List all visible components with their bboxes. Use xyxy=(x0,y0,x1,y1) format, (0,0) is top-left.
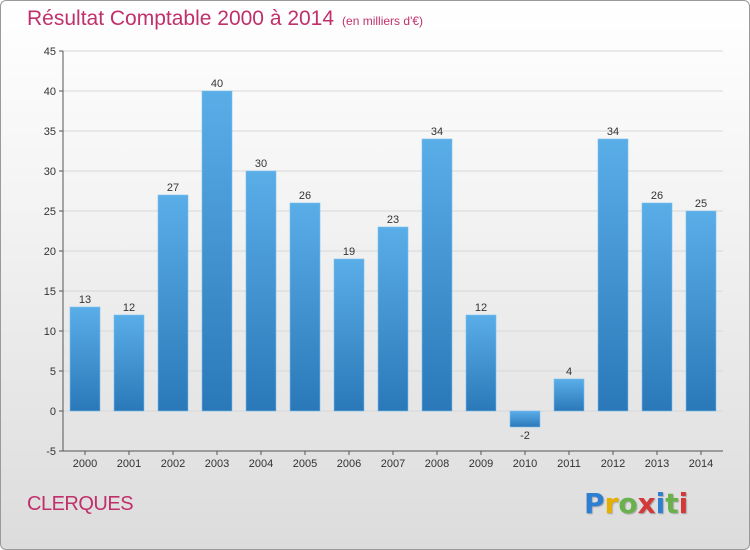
data-label: 40 xyxy=(211,78,223,90)
data-label: 23 xyxy=(387,214,399,226)
logo-letter: r xyxy=(604,487,619,520)
y-tick-label: 20 xyxy=(44,246,56,258)
data-label: 13 xyxy=(79,294,91,306)
bar[interactable] xyxy=(421,138,453,412)
logo-letter: t xyxy=(665,487,679,520)
bar[interactable] xyxy=(377,226,409,412)
commune-name: CLERQUES xyxy=(27,493,134,515)
bar[interactable] xyxy=(69,306,101,412)
logo-letter: i xyxy=(678,487,689,520)
y-tick-label: 0 xyxy=(50,406,56,418)
x-tick-label: 2001 xyxy=(117,458,141,470)
data-label: 12 xyxy=(475,302,487,314)
chart-title: Résultat Comptable 2000 à 2014 (en millie… xyxy=(27,7,423,31)
x-tick-label: 2007 xyxy=(381,458,405,470)
bar[interactable] xyxy=(113,314,145,412)
y-tick-label: 35 xyxy=(44,126,56,138)
bar[interactable] xyxy=(509,410,541,428)
x-tick-label: 2011 xyxy=(557,458,581,470)
x-tick-label: 2010 xyxy=(513,458,537,470)
y-tick-label: 5 xyxy=(50,366,56,378)
y-tick-label: -5 xyxy=(46,446,56,458)
bar[interactable] xyxy=(157,194,189,412)
data-label: 34 xyxy=(607,126,619,138)
y-tick-label: 15 xyxy=(44,286,56,298)
bar[interactable] xyxy=(685,210,717,412)
logo-letter: o xyxy=(618,487,638,520)
chart-unit-note: (en milliers d'€) xyxy=(342,14,424,28)
x-tick-label: 2008 xyxy=(425,458,449,470)
data-label: 34 xyxy=(431,126,443,138)
x-tick-label: 2000 xyxy=(73,458,97,470)
x-tick-label: 2003 xyxy=(205,458,229,470)
bar[interactable] xyxy=(597,138,629,412)
x-tick-label: 2006 xyxy=(337,458,361,470)
chart-title-text: Résultat Comptable 2000 à 2014 xyxy=(27,7,335,30)
bar[interactable] xyxy=(333,258,365,412)
proxiti-logo[interactable]: Proxiti xyxy=(584,487,688,520)
x-tick-label: 2014 xyxy=(689,458,713,470)
logo-letter: i xyxy=(655,487,666,520)
y-tick-label: 40 xyxy=(44,86,56,98)
x-tick-label: 2005 xyxy=(293,458,317,470)
bar[interactable] xyxy=(641,202,673,412)
data-label: 26 xyxy=(299,190,311,202)
data-label: 19 xyxy=(343,246,355,258)
x-tick-label: 2009 xyxy=(469,458,493,470)
bar[interactable] xyxy=(245,170,277,412)
logo-letter: x xyxy=(637,487,656,520)
bar[interactable] xyxy=(289,202,321,412)
x-tick-label: 2012 xyxy=(601,458,625,470)
y-tick-label: 45 xyxy=(44,46,56,58)
x-tick-label: 2002 xyxy=(161,458,185,470)
x-tick-label: 2013 xyxy=(645,458,669,470)
data-label: 26 xyxy=(651,190,663,202)
logo-letter: P xyxy=(584,487,605,520)
y-tick-label: 10 xyxy=(44,326,56,338)
bar[interactable] xyxy=(465,314,497,412)
y-tick-label: 25 xyxy=(44,206,56,218)
data-label: 12 xyxy=(123,302,135,314)
data-label: 4 xyxy=(566,366,572,378)
x-tick-label: 2004 xyxy=(249,458,273,470)
data-label: 30 xyxy=(255,158,267,170)
y-tick-label: 30 xyxy=(44,166,56,178)
data-label: -2 xyxy=(520,430,530,442)
bar[interactable] xyxy=(201,90,233,412)
data-label: 25 xyxy=(695,198,707,210)
data-label: 27 xyxy=(167,182,179,194)
bar[interactable] xyxy=(553,378,585,412)
